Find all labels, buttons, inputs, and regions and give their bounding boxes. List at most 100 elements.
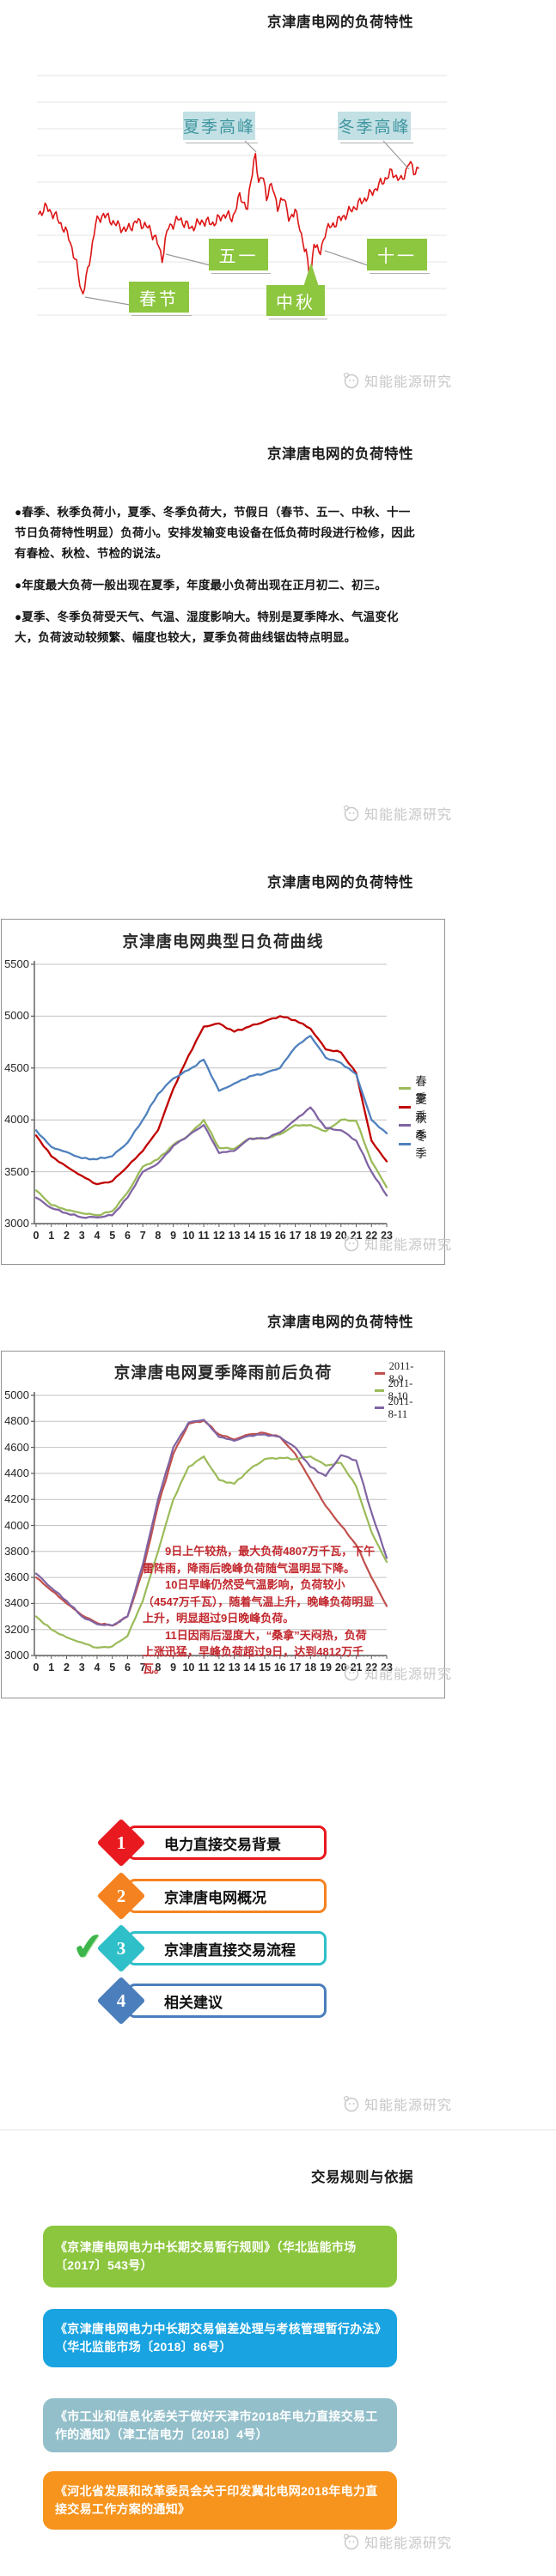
- x-axis-label: 13: [228, 1662, 241, 1674]
- callout-pointer-line: [84, 296, 131, 306]
- legend-swatch: [399, 1142, 412, 1145]
- x-axis-label: 3: [78, 1230, 85, 1242]
- callout-national-day: 十一: [367, 239, 430, 274]
- bullet-paragraph: ●年度最大负荷一般出现在夏季，年度最小负荷出现在正月初二、初三。: [15, 579, 388, 592]
- x-axis-label: 23: [381, 1230, 393, 1242]
- y-axis-label: 4800: [4, 1414, 29, 1428]
- watermark-text: 知能能源研究: [364, 2537, 453, 2551]
- legend-label: 2011-8-10: [388, 1377, 413, 1403]
- slide6-title: 交易规则与依据: [311, 2170, 413, 2185]
- watermark-logo-icon: [342, 2094, 361, 2113]
- watermark-logo-icon: [342, 804, 361, 823]
- legend-swatch: [399, 1087, 412, 1091]
- legend-swatch: [375, 1371, 385, 1375]
- y-axis-label: 4500: [4, 1060, 29, 1074]
- check-icon: ✔: [70, 1924, 107, 1970]
- watermark-text: 知能能源研究: [364, 1238, 453, 1253]
- x-axis-label: 12: [212, 1662, 225, 1674]
- legend-item: 2011-8-9: [375, 1360, 418, 1385]
- watermark: 知能能源研究: [342, 2093, 452, 2114]
- x-axis-label: 11: [198, 1662, 210, 1674]
- rule-box: 《京津唐电网电力中长期交易暂行规则》（华北监能市场〔2017〕543号）: [43, 2226, 397, 2287]
- x-axis-label: 22: [365, 1230, 378, 1242]
- x-axis-label: 0: [33, 1230, 40, 1242]
- legend-label: 夏季: [415, 1093, 427, 1124]
- annotation-paragraph: 11日因雨后湿度大，“桑拿”天闷热，负荷上涨迅猛，早峰负荷超过9日，达到4812…: [143, 1628, 367, 1675]
- x-axis-label: 4: [94, 1662, 101, 1674]
- legend-label: 2011-8-11: [388, 1394, 413, 1420]
- watermark: 知能能源研究: [342, 1662, 452, 1683]
- legend-label: 2011-8-9: [388, 1360, 414, 1386]
- legend-label: 春季: [415, 1074, 427, 1105]
- legend-swatch: [375, 1388, 384, 1392]
- x-axis-label: 12: [212, 1230, 225, 1242]
- rule-box: 《市工业和信息化委关于做好天津市2018年电力直接交易工作的通知》（津工信电力〔…: [43, 2398, 397, 2452]
- x-axis-label: 16: [273, 1662, 286, 1674]
- callout-winter-peak: 冬季高峰: [338, 112, 413, 143]
- legend-item: 秋季: [399, 1112, 432, 1142]
- callout-summer-peak: 夏季高峰: [183, 112, 258, 143]
- slide3-title: 京津唐电网的负荷特性: [267, 875, 413, 890]
- y-axis-label: 4200: [4, 1492, 29, 1506]
- callout-pointer-triangle: [303, 263, 319, 287]
- watermark: 知能能源研究: [342, 370, 452, 391]
- y-axis-label: 3000: [4, 1649, 29, 1662]
- x-axis-label: 18: [304, 1662, 317, 1674]
- annotation-paragraph: 10日早峰仍然受气温影响，负荷较小（4547万千瓦），随着气温上升，晚峰负荷明显…: [143, 1578, 375, 1625]
- x-axis-label: 5: [109, 1662, 116, 1674]
- agenda-item-number: 3: [116, 1937, 126, 1959]
- x-axis-label: 6: [124, 1662, 131, 1674]
- x-axis-label: 2: [63, 1230, 70, 1242]
- watermark: 知能能源研究: [342, 1233, 452, 1254]
- x-axis-label: 7: [139, 1230, 146, 1242]
- annotation-paragraph: 9日上午较热，最大负荷4807万千瓦，下午雷阵雨，降雨后晚峰负荷随气温明显下降。: [143, 1545, 376, 1575]
- y-axis-label: 4400: [4, 1466, 29, 1479]
- legend-item: 春季: [399, 1075, 432, 1105]
- x-axis-label: 10: [182, 1230, 195, 1242]
- x-axis-label: 13: [228, 1230, 241, 1242]
- watermark-text: 知能能源研究: [364, 808, 453, 823]
- rain-load-chart-title: 京津唐电网夏季降雨前后负荷: [113, 1364, 333, 1382]
- watermark-logo-icon: [342, 371, 361, 390]
- agenda-item-number: 1: [116, 1832, 126, 1853]
- legend-swatch: [375, 1406, 384, 1410]
- x-axis-label: 14: [243, 1230, 256, 1242]
- slide1-title: 京津唐电网的负荷特性: [267, 15, 413, 30]
- watermark-text: 知能能源研究: [364, 375, 453, 390]
- y-axis-label: 4000: [4, 1113, 29, 1127]
- x-axis-label: 17: [289, 1230, 302, 1242]
- x-axis-label: 1: [48, 1662, 55, 1674]
- watermark-text: 知能能源研究: [364, 2099, 453, 2113]
- x-axis-label: 23: [381, 1662, 393, 1674]
- rule-box: 《河北省发展和改革委员会关于印发冀北电网2018年电力直接交易工作方案的通知》: [43, 2471, 397, 2530]
- x-axis-label: 20: [334, 1662, 347, 1674]
- x-axis-label: 14: [243, 1662, 256, 1674]
- x-axis-label: 8: [155, 1662, 162, 1674]
- agenda-item-bar: 电力直接交易背景: [127, 1826, 327, 1860]
- x-axis-label: 15: [259, 1662, 272, 1674]
- x-axis-label: 7: [139, 1662, 146, 1674]
- x-axis-label: 0: [33, 1662, 40, 1674]
- x-axis-label: 15: [259, 1230, 272, 1242]
- rain-chart-annotations: 9日上午较热，最大负荷4807万千瓦，下午雷阵雨，降雨后晚峰负荷随气温明显下降。…: [143, 1543, 376, 1677]
- x-axis-label: 4: [94, 1230, 101, 1242]
- legend-label: 秋季: [415, 1111, 427, 1142]
- y-axis-label: 3500: [4, 1164, 29, 1178]
- x-axis-label: 3: [78, 1662, 85, 1674]
- x-axis-label: 17: [289, 1662, 302, 1674]
- slide2-title: 京津唐电网的负荷特性: [267, 447, 413, 462]
- bullet-paragraph: ●春季、秋季负荷小，夏季、冬季负荷大，节假日（春节、五一、中秋、十一节日负荷特性…: [15, 506, 415, 560]
- y-axis-label: 4000: [4, 1518, 29, 1532]
- rule-box: 《京津唐电网电力中长期交易偏差处理与考核管理暂行办法》（华北监能市场〔2018〕…: [43, 2309, 397, 2367]
- daily-load-chart-title: 京津唐电网典型日负荷曲线: [122, 933, 324, 951]
- agenda-item-number: 2: [116, 1885, 126, 1906]
- legend-label: 冬季: [415, 1130, 427, 1161]
- x-axis-label: 9: [170, 1662, 177, 1674]
- x-axis-label: 21: [350, 1662, 363, 1674]
- watermark-text: 知能能源研究: [364, 1668, 453, 1682]
- agenda-item-bar: 京津唐直接交易流程: [127, 1931, 327, 1965]
- bullet-paragraph: ●夏季、冬季负荷受天气、气温、湿度影响大。特别是夏季降水、气温变化大，负荷波动较…: [15, 611, 399, 644]
- watermark-logo-icon: [342, 2532, 361, 2551]
